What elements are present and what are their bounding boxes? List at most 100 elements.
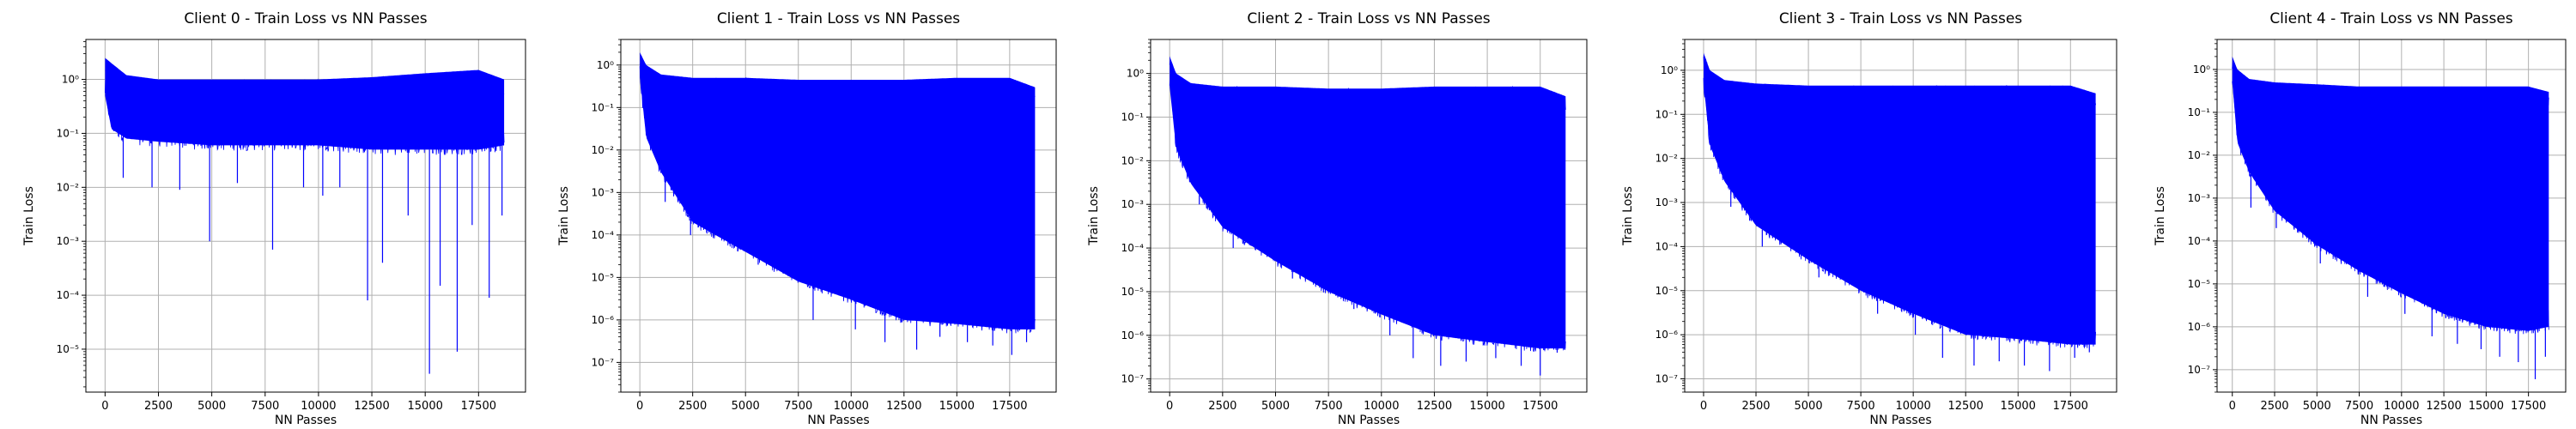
y-tick-label: 10⁻⁶ xyxy=(1656,329,1679,341)
loss-envelope xyxy=(2232,56,2549,331)
x-axis-label: NN Passes xyxy=(1338,414,1400,427)
y-tick-label: 10⁻⁴ xyxy=(1121,242,1145,254)
y-tick-label: 10⁻² xyxy=(57,181,80,193)
x-tick-label: 0 xyxy=(2229,400,2236,413)
x-tick-label: 15000 xyxy=(1469,400,1504,413)
x-tick-label: 7500 xyxy=(784,400,812,413)
plot-title: Client 2 - Train Loss vs NN Passes xyxy=(1247,10,1490,27)
axes-frame xyxy=(1150,39,1588,393)
axes-frame xyxy=(2216,39,2567,393)
axes-client-0: 0 2500 5000 7500 10000 12500 15000 17500 10⁻⁵ 10⁻… xyxy=(57,39,526,413)
x-tick-label: 2500 xyxy=(144,400,173,413)
x-tick-label: 7500 xyxy=(2345,400,2373,413)
y-tick-label: 10⁻³ xyxy=(1121,198,1145,210)
x-tick-label: 17500 xyxy=(1522,400,1558,413)
y-axis-label: Train Loss xyxy=(1087,186,1101,246)
plot-title: Client 3 - Train Loss vs NN Passes xyxy=(1779,10,2022,27)
x-tick-label: 10000 xyxy=(1364,400,1399,413)
subplot-client-4: Client 4 - Train Loss vs NN Passes NN Pa… xyxy=(2154,10,2513,427)
x-tick-label: 17500 xyxy=(461,400,496,413)
y-tick-label: 10⁻⁵ xyxy=(592,271,615,283)
x-tick-label: 15000 xyxy=(2469,400,2504,413)
series-train-loss xyxy=(639,51,1036,355)
y-tick-label: 10⁻¹ xyxy=(2188,106,2211,118)
y-tick-label: 10⁰ xyxy=(1127,68,1144,80)
y-tick-label: 10⁻² xyxy=(1121,154,1145,166)
y-axis-label: Train Loss xyxy=(557,186,571,246)
x-tick-label: 10000 xyxy=(1895,400,1930,413)
y-tick-label: 10⁻⁷ xyxy=(2188,364,2211,376)
subplot-client-2: Client 2 - Train Loss vs NN Passes NN Pa… xyxy=(1087,10,1491,427)
y-tick-label: 10⁻⁵ xyxy=(1656,285,1679,297)
x-tick-label: 12500 xyxy=(354,400,389,413)
y-tick-label: 10⁻³ xyxy=(592,186,615,198)
subplot-client-0: Client 0 - Train Loss vs NN Passes NN Pa… xyxy=(22,10,428,427)
loss-envelope xyxy=(1704,52,2096,345)
y-tick-label: 10⁻² xyxy=(2188,149,2211,161)
y-tick-label: 10⁻² xyxy=(592,144,615,156)
y-tick-label: 10⁻¹ xyxy=(592,101,615,113)
loss-envelope xyxy=(1170,56,1566,349)
loss-envelope xyxy=(640,51,1036,329)
y-tick-label: 10⁻¹ xyxy=(57,127,80,139)
y-tick-label: 10⁻⁴ xyxy=(2188,235,2211,247)
x-tick-label: 12500 xyxy=(886,400,921,413)
x-tick-label: 10000 xyxy=(834,400,869,413)
series-train-loss xyxy=(1169,56,1566,376)
x-tick-label: 7500 xyxy=(1847,400,1875,413)
y-axis-label: Train Loss xyxy=(2154,186,2167,246)
x-tick-label: 15000 xyxy=(2001,400,2036,413)
x-tick-label: 0 xyxy=(1700,400,1707,413)
y-tick-label: 10⁰ xyxy=(597,59,614,71)
y-tick-label: 10⁻¹ xyxy=(1656,108,1679,120)
x-tick-label: 2500 xyxy=(678,400,707,413)
y-tick-label: 10⁰ xyxy=(2193,63,2210,76)
x-tick-label: 7500 xyxy=(1315,400,1343,413)
y-tick-label: 10⁰ xyxy=(1661,64,1678,76)
y-tick-label: 10⁻¹ xyxy=(1121,111,1145,123)
loss-lower-edge xyxy=(1703,77,2096,349)
subplot-client-3: Client 3 - Train Loss vs NN Passes NN Pa… xyxy=(1621,10,2022,427)
axes-client-3: 0 2500 5000 7500 10000 12500 15000 17500 10⁻⁷ 10⁻… xyxy=(1656,39,2117,413)
x-tick-label: 12500 xyxy=(2426,400,2461,413)
y-tick-label: 10⁻⁷ xyxy=(592,356,615,368)
y-tick-label: 10⁻⁶ xyxy=(2188,321,2211,333)
loss-upper-edge xyxy=(1169,59,1566,110)
x-tick-label: 12500 xyxy=(1417,400,1452,413)
y-tick-label: 10⁻³ xyxy=(2188,192,2211,204)
y-tick-label: 10⁻⁵ xyxy=(1121,286,1145,298)
y-tick-label: 10⁻⁶ xyxy=(1121,329,1145,341)
loss-upper-edge xyxy=(639,57,1036,100)
axes-client-4: 0 2500 5000 7500 10000 12500 15000 17500 10⁻⁷ 10⁻… xyxy=(2188,39,2567,413)
series-train-loss xyxy=(105,57,505,374)
y-axis-label: Train Loss xyxy=(1621,186,1635,246)
series-train-loss xyxy=(2232,56,2549,379)
x-tick-label: 0 xyxy=(101,400,108,413)
y-tick-label: 10⁻⁴ xyxy=(57,289,80,301)
x-tick-label: 2500 xyxy=(2260,400,2288,413)
loss-upper-edge xyxy=(1703,56,2096,106)
y-tick-label: 10⁻⁴ xyxy=(1656,240,1679,252)
x-tick-label: 0 xyxy=(636,400,643,413)
axes-client-1: 0 2500 5000 7500 10000 12500 15000 17500 10⁻⁷ 10⁻… xyxy=(592,39,1057,413)
x-tick-label: 2500 xyxy=(1741,400,1770,413)
loss-lower-edge xyxy=(639,66,1036,334)
x-tick-label: 17500 xyxy=(2511,400,2546,413)
x-axis-label: NN Passes xyxy=(275,414,337,427)
x-axis-label: NN Passes xyxy=(807,414,869,427)
x-tick-label: 5000 xyxy=(1261,400,1290,413)
axes-frame xyxy=(620,39,1057,393)
x-tick-label: 7500 xyxy=(251,400,279,413)
y-axis-label: Train Loss xyxy=(22,186,36,246)
y-tick-label: 10⁻³ xyxy=(1656,196,1679,208)
x-axis-label: NN Passes xyxy=(2360,414,2422,427)
y-tick-label: 10⁻³ xyxy=(57,235,80,247)
y-tick-label: 10⁻⁶ xyxy=(592,314,615,326)
axes-client-2: 0 2500 5000 7500 10000 12500 15000 17500 10⁻⁷ 10⁻… xyxy=(1121,39,1588,413)
plot-title: Client 0 - Train Loss vs NN Passes xyxy=(184,10,427,27)
y-tick-label: 10⁻⁷ xyxy=(1121,373,1145,385)
x-tick-label: 5000 xyxy=(197,400,226,413)
plot-title: Client 4 - Train Loss vs NN Passes xyxy=(2269,10,2512,27)
series-train-loss xyxy=(1703,52,2096,372)
